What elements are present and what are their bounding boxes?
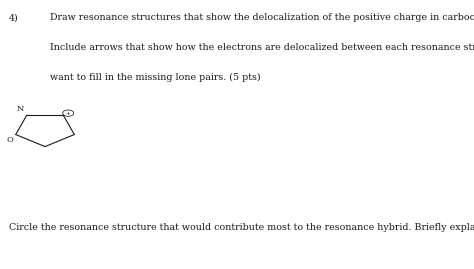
- Text: Include arrows that show how the electrons are delocalized between each resonanc: Include arrows that show how the electro…: [50, 43, 474, 52]
- Text: O: O: [6, 136, 13, 144]
- Text: +: +: [66, 111, 71, 116]
- Text: 4): 4): [9, 13, 18, 22]
- Text: Circle the resonance structure that would contribute most to the resonance hybri: Circle the resonance structure that woul…: [9, 223, 474, 232]
- Text: Draw resonance structures that show the delocalization of the positive charge in: Draw resonance structures that show the …: [50, 13, 474, 22]
- Text: want to fill in the missing lone pairs. (5 pts): want to fill in the missing lone pairs. …: [50, 73, 260, 82]
- Text: N: N: [17, 105, 24, 114]
